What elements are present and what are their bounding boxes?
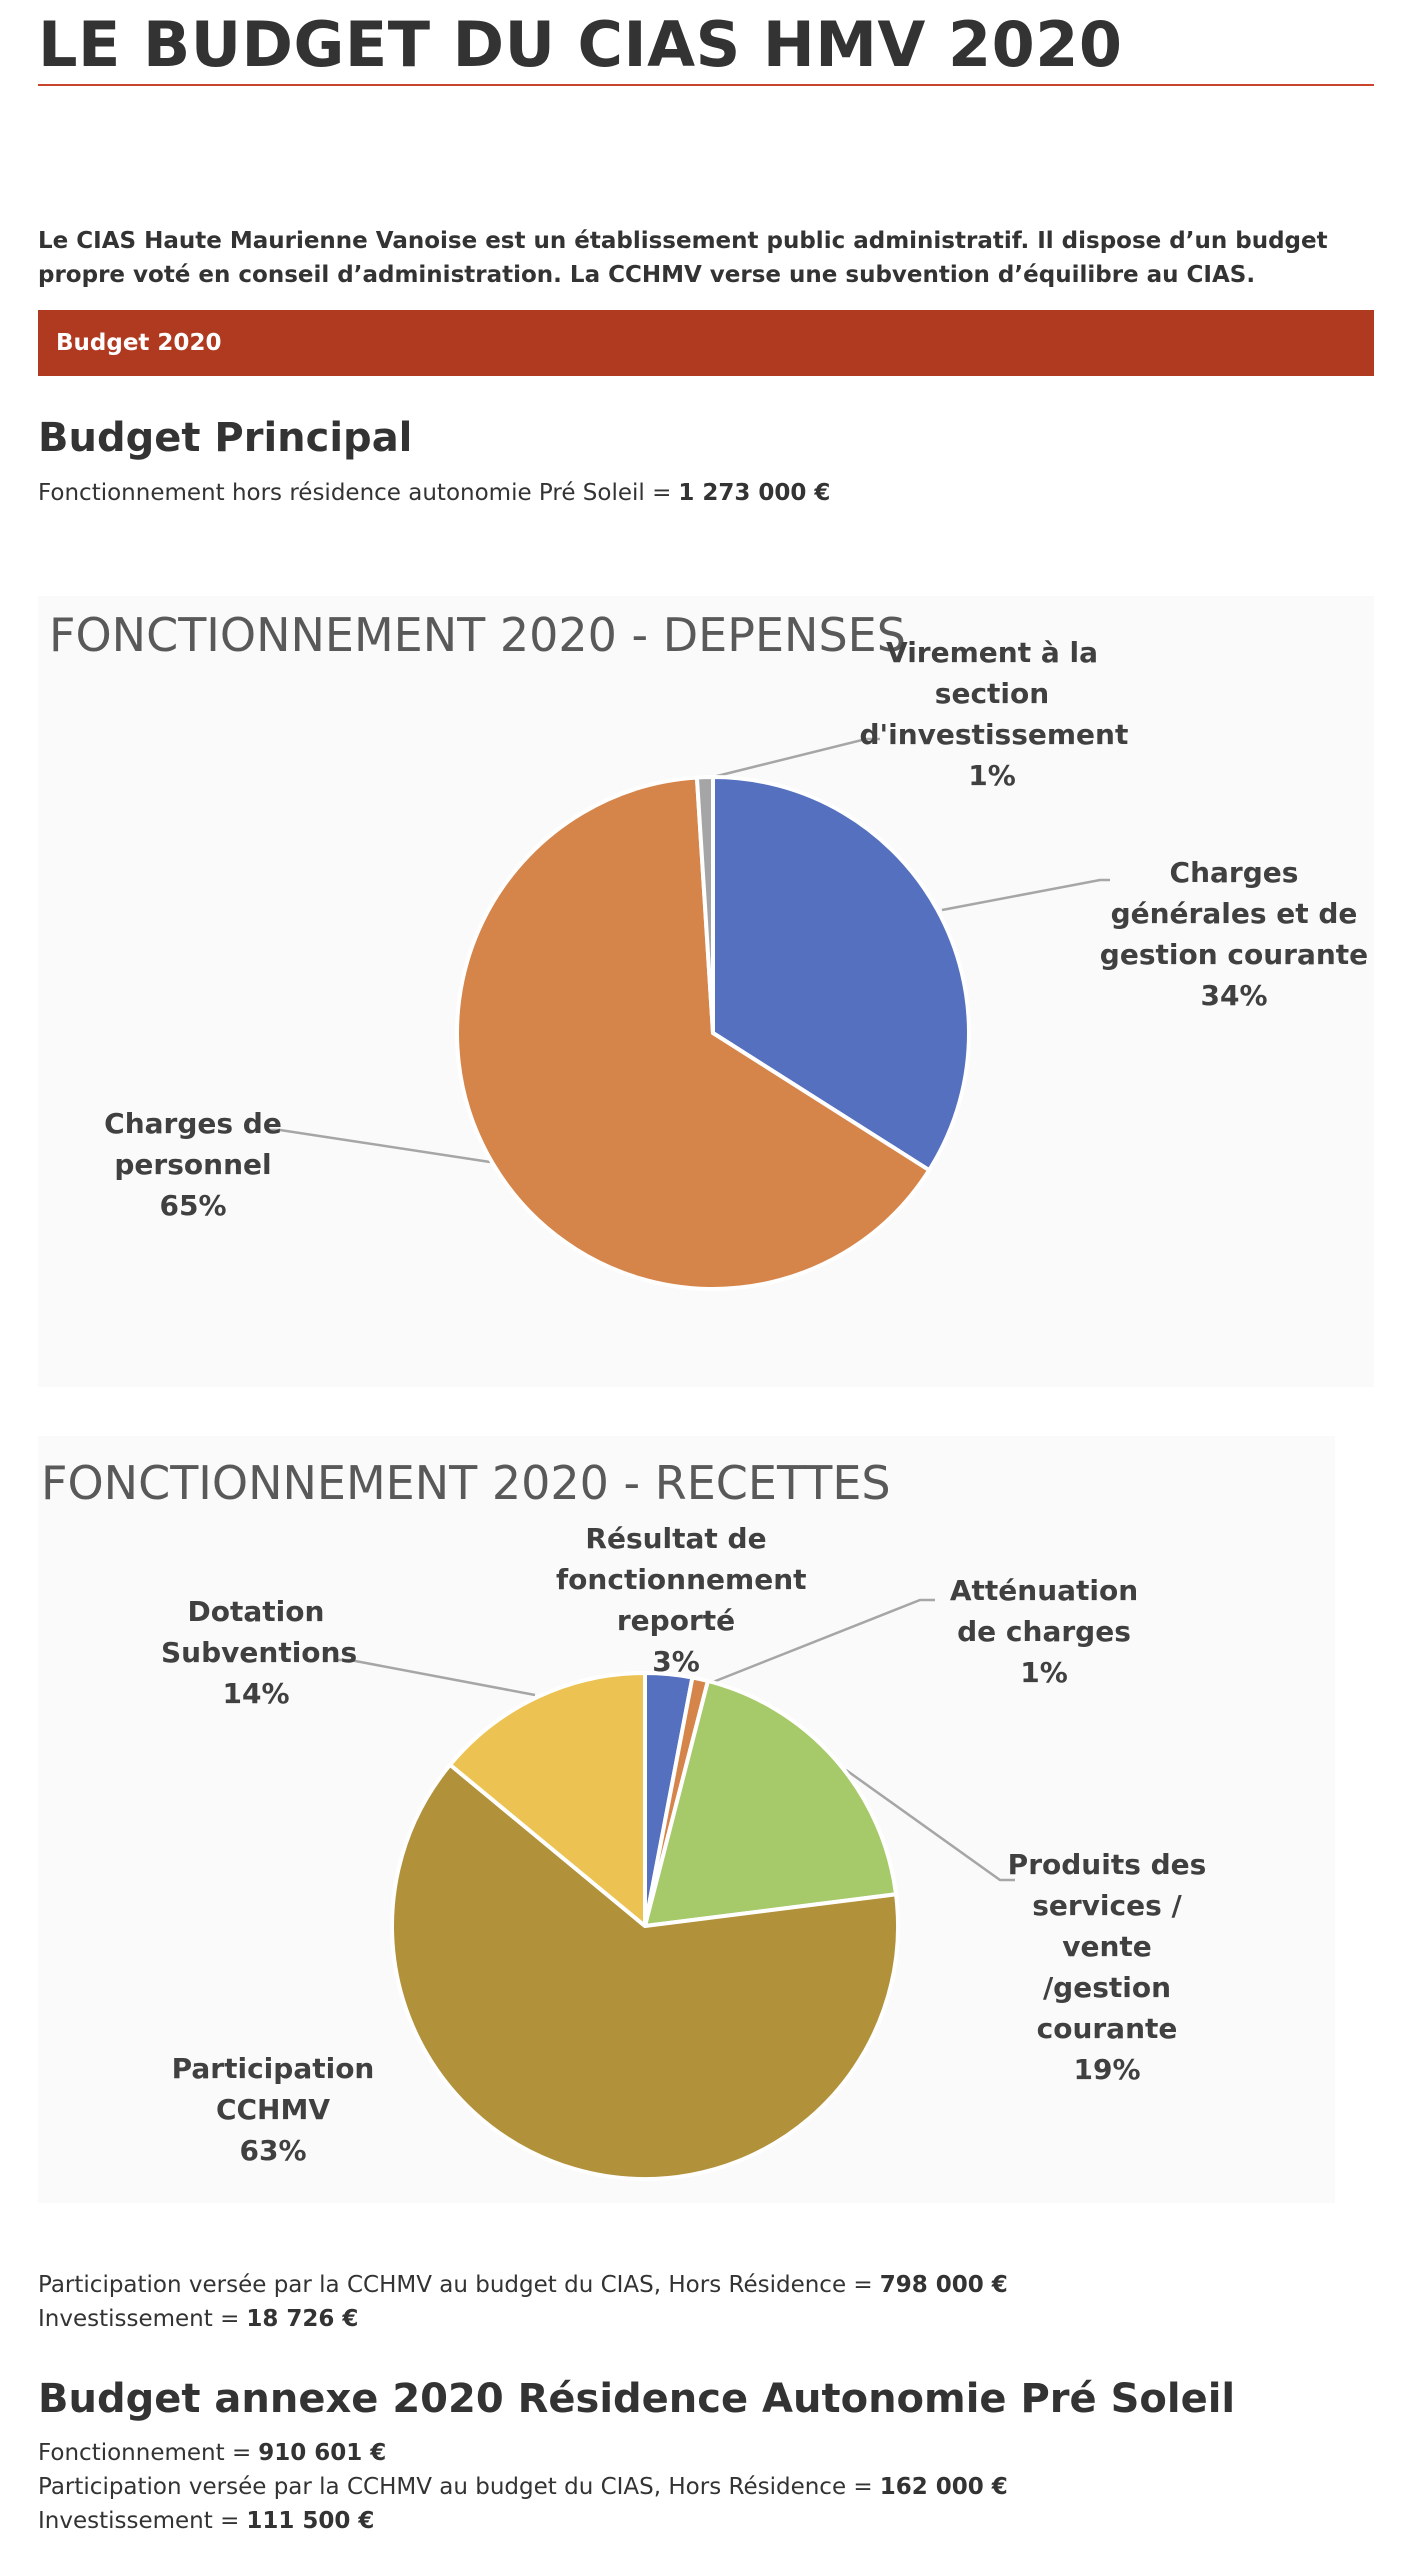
line-value: 1 273 000 €	[678, 480, 831, 506]
slice-percent: 34%	[1200, 979, 1268, 1012]
line-label: Participation versée par la CCHMV au bud…	[38, 2272, 873, 2298]
slice-percent: 3%	[652, 1645, 700, 1678]
slice-name: Participation CCHMV	[171, 2052, 375, 2126]
line-label: Investissement =	[38, 2508, 240, 2534]
leader-line	[941, 878, 1110, 912]
line-value: 910 601 €	[258, 2440, 387, 2466]
title-rule	[38, 84, 1374, 86]
chart-depenses: FONCTIONNEMENT 2020 - DEPENSES Charges g…	[38, 596, 1374, 1387]
line-value: 18 726 €	[246, 2306, 359, 2332]
slice-label: Dotation Subventions 14%	[161, 1591, 358, 1714]
slice-percent: 63%	[239, 2134, 307, 2167]
text-line: Fonctionnement hors résidence autonomie …	[38, 480, 830, 506]
leader-line	[712, 1598, 935, 1684]
slice-percent: 14%	[222, 1677, 290, 1710]
slice-name: Produits des services / vente /gestion c…	[1007, 1848, 1207, 2045]
pie-slice	[455, 775, 932, 1291]
pie-slice	[694, 775, 715, 1035]
line-label: Fonctionnement =	[38, 2440, 252, 2466]
page-title: LE BUDGET DU CIAS HMV 2020	[38, 8, 1123, 81]
line-label: Investissement =	[38, 2306, 240, 2332]
slice-name: Charges de personnel	[104, 1107, 282, 1181]
text-line: Participation versée par la CCHMV au bud…	[38, 2272, 1008, 2298]
slice-label: Charges générales et de gestion courante…	[1094, 852, 1374, 1016]
line-value: 798 000 €	[879, 2272, 1008, 2298]
pie-slice	[448, 1671, 647, 1928]
leader-line	[335, 1658, 536, 1697]
chart-title: FONCTIONNEMENT 2020 - DEPENSES	[49, 608, 906, 662]
chart-svg	[270, 737, 1110, 1291]
slice-name: Atténuation de charges	[949, 1574, 1139, 1648]
section-heading: Budget Principal	[38, 415, 413, 461]
slice-percent: 1%	[1020, 1656, 1068, 1689]
slice-label: Participation CCHMV 63%	[171, 2048, 376, 2171]
slice-label: Charges de personnel 65%	[103, 1103, 283, 1226]
banner[interactable]: Budget 2020	[38, 310, 1374, 376]
line-value: 162 000 €	[879, 2474, 1008, 2500]
slice-percent: 19%	[1073, 2053, 1141, 2086]
chart-title: FONCTIONNEMENT 2020 - RECETTES	[41, 1456, 891, 1510]
text-line: Investissement = 111 500 €	[38, 2508, 374, 2534]
text-line: Fonctionnement = 910 601 €	[38, 2440, 386, 2466]
slice-label: Résultat de fonctionnement reporté 3%	[556, 1518, 807, 1682]
line-value: 111 500 €	[246, 2508, 375, 2534]
slice-name: Résultat de fonctionnement reporté	[556, 1522, 807, 1637]
pie-slice	[643, 1678, 899, 1928]
slice-name: Virement à la section d'investissement	[859, 636, 1129, 751]
banner-text[interactable]: Budget 2020	[56, 330, 222, 356]
intro-text: Le CIAS Haute Maurienne Vanoise est un é…	[38, 228, 1328, 288]
slice-label: Produits des services / vente /gestion c…	[995, 1844, 1220, 2090]
line-label: Participation versée par la CCHMV au bud…	[38, 2474, 873, 2500]
leader-line	[704, 737, 880, 781]
text-line: Participation versée par la CCHMV au bud…	[38, 2474, 1008, 2500]
line-label: Fonctionnement hors résidence autonomie …	[38, 480, 672, 506]
slice-label: Virement à la section d'investissement 1%	[859, 632, 1129, 796]
text-line: Investissement = 18 726 €	[38, 2306, 358, 2332]
slice-percent: 1%	[968, 759, 1016, 792]
leader-line	[270, 1128, 491, 1164]
slice-label: Atténuation de charges 1%	[929, 1570, 1159, 1693]
slice-name: Dotation Subventions	[161, 1595, 358, 1669]
chart-recettes: FONCTIONNEMENT 2020 - RECETTES Résultat …	[38, 1436, 1335, 2203]
slice-name: Charges générales et de gestion courante	[1099, 856, 1369, 971]
chart-svg	[335, 1598, 1015, 2181]
leader-line	[845, 1768, 1015, 1882]
slice-percent: 65%	[159, 1189, 227, 1222]
section-heading: Budget annexe 2020 Résidence Autonomie P…	[38, 2376, 1236, 2422]
pie-slice	[390, 1762, 900, 2181]
